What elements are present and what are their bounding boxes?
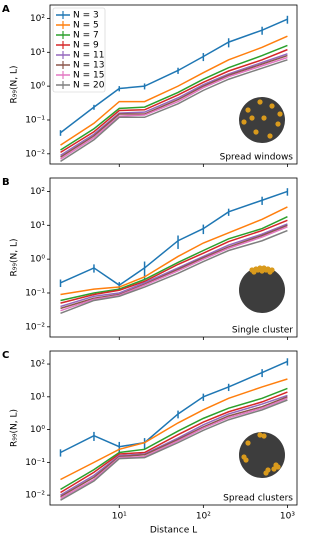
inset-sphere [239, 97, 285, 143]
plot-frame [49, 4, 298, 165]
inset-dot [257, 99, 263, 105]
series-line [60, 219, 288, 304]
series-line [60, 229, 288, 315]
y-tick-label: 10¹ [30, 48, 45, 58]
series-line [60, 387, 288, 491]
series-line [60, 224, 288, 310]
y-axis-label: R₉₉(N, L) [10, 409, 20, 447]
inset-dot [253, 129, 259, 135]
y-tick-label: 10⁰ [30, 82, 45, 92]
series-line [60, 215, 288, 302]
inset-dot [241, 119, 247, 125]
series-line [60, 396, 288, 498]
legend-label: N = 11 [73, 51, 104, 61]
inset-dot [245, 440, 251, 446]
series-line [60, 391, 288, 494]
y-axis-label: R₉₉(N, L) [10, 66, 20, 104]
inset-dot [243, 457, 249, 463]
y-tick-label: 10⁻¹ [25, 288, 45, 298]
plot-frame [49, 177, 298, 338]
series-line [60, 223, 288, 308]
inset-dot [251, 269, 257, 275]
inset-dot [263, 267, 269, 273]
y-tick-label: 10⁻² [25, 491, 45, 501]
inset-sphere [239, 432, 285, 478]
x-axis-label: Distance L [150, 526, 197, 536]
x-tick-label: 10² [196, 512, 211, 522]
legend-label: N = 5 [73, 21, 99, 31]
plot-frame [49, 350, 298, 506]
series-line [60, 226, 288, 312]
inset-dot [245, 107, 251, 113]
inset-dot [275, 464, 281, 470]
legend-box [52, 7, 106, 93]
series-line [60, 53, 288, 156]
panel-label: C [2, 350, 9, 361]
inset-dot [255, 267, 261, 273]
y-tick-label: 10¹ [30, 221, 45, 231]
legend-label: N = 13 [73, 61, 104, 71]
series-line [60, 399, 288, 501]
annotation: Spread windows [220, 153, 294, 163]
series-line [60, 378, 288, 481]
inset-dot [277, 111, 283, 117]
annotation: Spread clusters [223, 494, 293, 504]
y-tick-label: 10⁻² [25, 322, 45, 332]
y-tick-label: 10¹ [30, 392, 45, 402]
legend-label: N = 9 [73, 41, 99, 51]
series-line [60, 54, 288, 158]
y-tick-label: 10⁰ [30, 255, 45, 265]
y-tick-label: 10⁻² [25, 149, 45, 159]
series-line [60, 394, 288, 496]
series-line [60, 56, 288, 160]
inset-dot [265, 467, 271, 473]
inset-dot [267, 269, 273, 275]
y-tick-label: 10⁻¹ [25, 458, 45, 468]
legend-label: N = 15 [73, 71, 104, 81]
series-line [60, 59, 288, 162]
series-line [60, 44, 288, 151]
y-tick-label: 10² [30, 14, 45, 24]
legend-label: N = 3 [73, 11, 99, 21]
x-tick-label: 10¹ [112, 512, 127, 522]
y-axis-label: R₉₉(N, L) [10, 239, 20, 277]
y-tick-label: 10² [30, 360, 45, 370]
series-line [60, 48, 288, 154]
inset-dot [257, 432, 263, 438]
inset-dot [261, 433, 267, 439]
annotation: Single cluster [232, 326, 293, 336]
x-tick-label: 10³ [280, 512, 295, 522]
panel-label: B [2, 177, 10, 188]
inset-dot [249, 115, 255, 121]
inset-dot [271, 466, 277, 472]
series-line [60, 397, 288, 499]
series-line [60, 206, 288, 296]
y-tick-label: 10² [30, 187, 45, 197]
panel-label: A [2, 4, 10, 15]
inset-dot [267, 133, 273, 139]
y-tick-label: 10⁻¹ [25, 115, 45, 125]
inset-dot [261, 115, 267, 121]
inset-dot [259, 268, 265, 274]
inset-dot [269, 103, 275, 109]
inset-sphere [239, 267, 285, 313]
y-tick-label: 10⁰ [30, 425, 45, 435]
inset-dot [275, 121, 281, 127]
legend-label: N = 7 [73, 31, 99, 41]
legend-label: N = 20 [73, 81, 105, 91]
figure: 10⁻² 10⁻¹ 10⁰ 10¹ 10² A R₉₉(N, L) Spread window… [2, 4, 298, 536]
series-line [60, 35, 288, 146]
